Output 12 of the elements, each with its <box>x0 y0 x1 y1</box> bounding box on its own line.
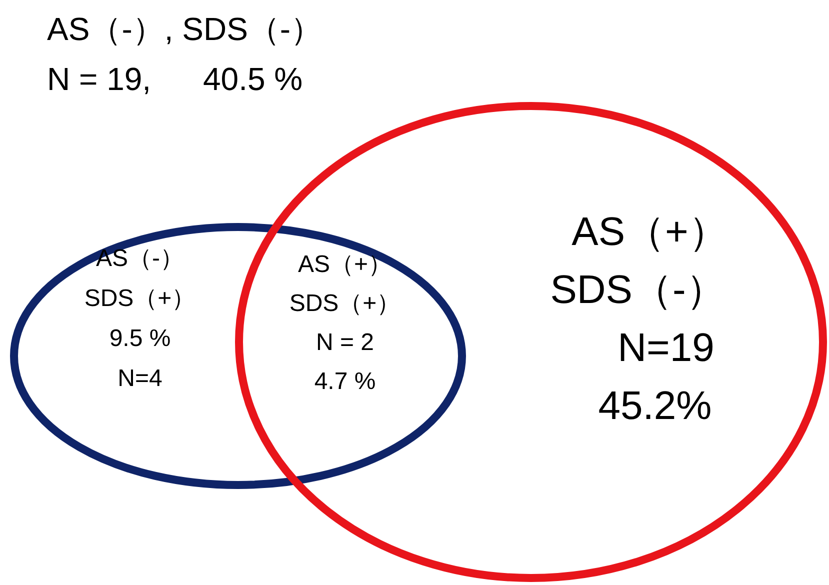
category-label: AS（-） SDS（+） <box>84 245 196 312</box>
data-label: N = 2 <box>316 329 374 356</box>
data-label: N=19 <box>618 326 714 370</box>
category-label: AS（+） SDS（+） <box>289 251 401 317</box>
data-label: 4.7 % <box>314 368 376 395</box>
category-label: AS（-）, SDS（-） <box>47 11 323 47</box>
data-label: N = 19, <box>47 61 152 97</box>
data-label: 45.2% <box>598 384 712 428</box>
data-label: 40.5 % <box>203 61 303 97</box>
data-label: N=4 <box>118 365 162 392</box>
data-label: 9.5 % <box>109 325 171 352</box>
category-label: AS（+） SDS（-） <box>550 210 728 312</box>
